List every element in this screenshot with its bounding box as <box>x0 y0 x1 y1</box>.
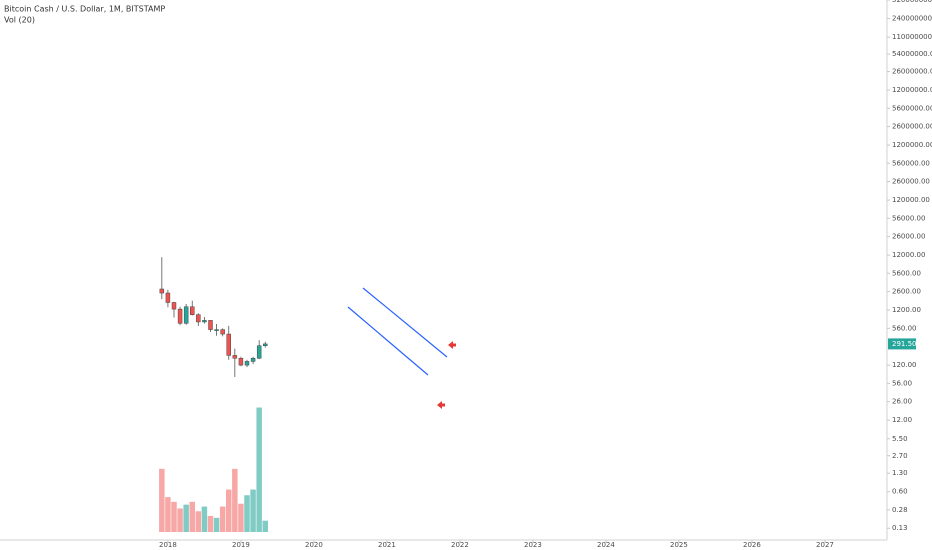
candle-body <box>238 357 244 366</box>
y-tick-label: 12000000.00 <box>892 86 932 94</box>
volume-bar <box>213 517 220 532</box>
candle-body <box>165 292 171 303</box>
y-tick-label: 56.00 <box>892 379 912 387</box>
channel-upper <box>362 287 448 358</box>
candle-body <box>226 333 231 356</box>
volume-bar <box>232 468 238 532</box>
volume-label: Vol (20) <box>4 16 35 25</box>
candle-body <box>159 288 165 294</box>
volume-bar <box>189 501 195 532</box>
y-tick-label: 5.50 <box>892 435 908 443</box>
chart-title: Bitcoin Cash / U.S. Dollar, 1M, BITSTAMP <box>4 5 165 14</box>
x-tick-label: 2023 <box>524 541 542 549</box>
volume-bar <box>226 489 232 532</box>
candle-body <box>250 357 256 362</box>
volume-bar <box>219 506 226 532</box>
last-price-label: 291.50 <box>892 340 917 348</box>
x-tick-label: 2027 <box>816 541 834 549</box>
y-tick-label: 0.28 <box>892 506 908 514</box>
channel-lower <box>347 306 429 376</box>
volume-bar <box>250 489 256 532</box>
volume-bar <box>244 495 250 532</box>
y-tick-label: 1200000.00 <box>892 141 932 149</box>
x-tick-label: 2021 <box>378 541 396 549</box>
candle-body <box>202 320 207 323</box>
volume-bar <box>207 515 214 532</box>
candle-body <box>190 306 195 315</box>
volume-bar <box>195 511 202 532</box>
candle-body <box>171 302 177 310</box>
y-tick-label: 560.00 <box>892 324 917 332</box>
candle-body <box>196 314 201 323</box>
volume-bar <box>201 506 208 532</box>
y-tick-label: 260000.00 <box>892 178 930 186</box>
volume-bar <box>183 504 189 532</box>
y-tick-label: 0.13 <box>892 524 908 532</box>
volume-bar <box>238 503 244 532</box>
volume-bar <box>262 520 268 532</box>
y-tick-label: 240000000.00 <box>892 14 932 22</box>
candle-body <box>208 320 213 330</box>
x-tick-label: 2022 <box>451 541 469 549</box>
x-tick-label: 2026 <box>743 541 761 549</box>
y-tick-label: 120000.00 <box>892 196 930 204</box>
y-tick-label: 560000.00 <box>892 159 930 167</box>
y-tick-label: 2600.00 <box>892 288 921 296</box>
y-tick-label: 5600.00 <box>892 269 921 277</box>
x-tick-label: 2018 <box>159 541 177 549</box>
y-tick-label: 2.70 <box>892 452 908 460</box>
x-tick-label: 2024 <box>597 541 615 549</box>
y-tick-label: 2600000.00 <box>892 123 932 131</box>
y-tick-label: 1.30 <box>892 469 908 477</box>
candle-body <box>256 345 262 359</box>
y-tick-label: 54000000.00 <box>892 50 932 58</box>
x-tick-label: 2019 <box>232 541 250 549</box>
x-tick-label: 2025 <box>670 541 688 549</box>
candle-body <box>263 343 268 346</box>
candle-body <box>220 329 225 335</box>
candle-body <box>177 308 183 324</box>
volume-bar <box>165 497 171 532</box>
y-tick-label: 110000000.00 <box>892 33 932 41</box>
arrow-volume <box>437 401 445 409</box>
y-tick-label: 26000.00 <box>892 233 925 241</box>
candle-body <box>214 329 219 331</box>
candle-body <box>244 361 250 366</box>
volume-bar <box>159 468 165 532</box>
y-tick-label: 120.00 <box>892 361 917 369</box>
y-tick-label: 26.00 <box>892 398 912 406</box>
volume-bar <box>171 501 177 532</box>
volume-bar <box>177 508 183 532</box>
y-tick-label: 56000.00 <box>892 214 925 222</box>
y-tick-label: 12.00 <box>892 416 912 424</box>
arrow-price <box>448 341 456 349</box>
y-tick-label: 5600000.00 <box>892 104 932 112</box>
y-tick-label: 0.60 <box>892 488 908 496</box>
last-price-box <box>888 338 916 350</box>
y-tick-label: 1200.00 <box>892 306 921 314</box>
x-tick-label: 2020 <box>305 541 323 549</box>
candle-body <box>232 355 238 359</box>
volume-bar <box>256 407 262 532</box>
y-tick-label: 520000000.00 <box>892 0 932 4</box>
candle-body <box>183 306 189 324</box>
y-tick-label: 26000000.00 <box>892 68 932 76</box>
y-tick-label: 12000.00 <box>892 251 925 259</box>
